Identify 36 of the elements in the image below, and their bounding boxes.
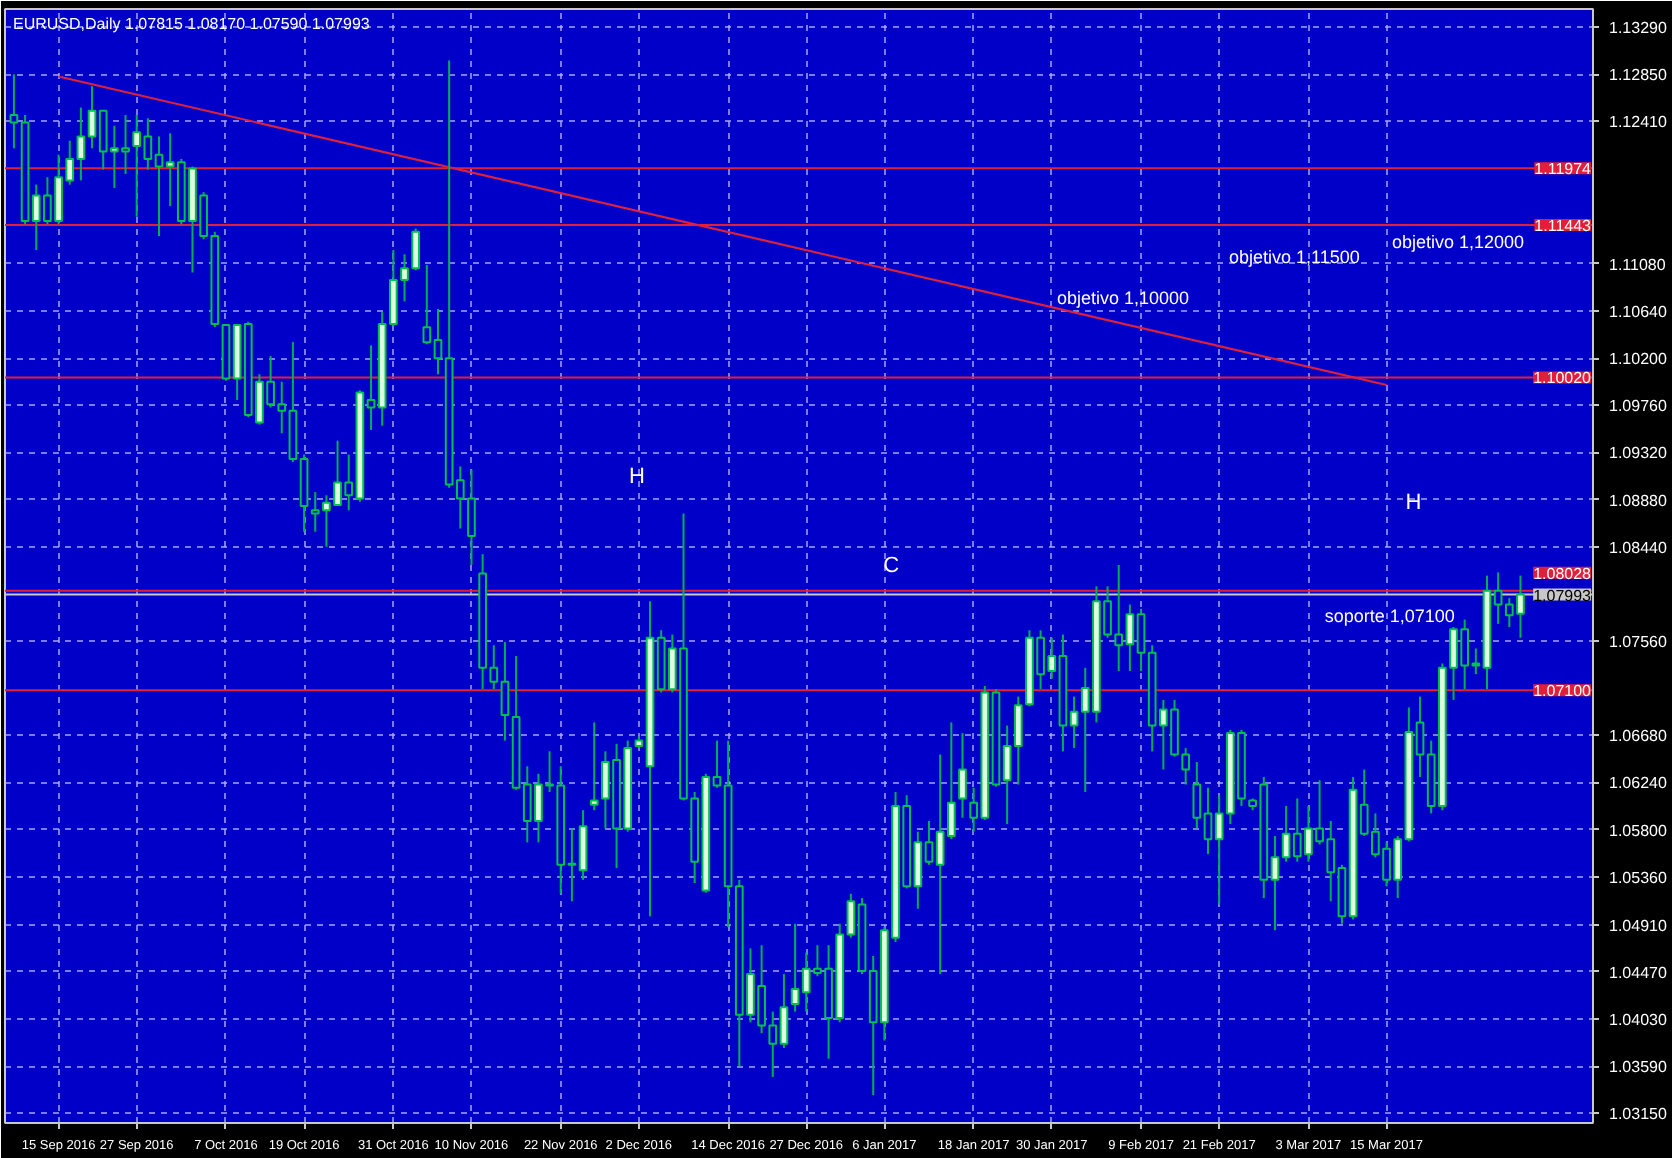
y-tick-label: 1.05360 [1609, 868, 1668, 887]
y-tick-label: 1.09320 [1609, 444, 1668, 463]
y-tick-label: 1.04030 [1609, 1011, 1668, 1030]
y-tick-label: 1.10200 [1609, 350, 1668, 369]
candlestick [589, 721, 599, 812]
y-tick-label: 1.13290 [1609, 19, 1668, 38]
y-tick-label: 1.11080 [1609, 255, 1667, 274]
annotation: H [1405, 490, 1422, 515]
y-tick-label: 1.04910 [1609, 916, 1668, 935]
ref-line-label: 1.10020 [1533, 369, 1593, 388]
annotation: C [883, 554, 900, 578]
y-tick-label: 1.10640 [1609, 303, 1668, 322]
y-tick-label: 1.08880 [1609, 491, 1668, 510]
y-tick-label: 1.06240 [1609, 774, 1668, 793]
chart-title: EURUSD,Daily 1.07815 1.08170 1.07590 1.07993 [13, 15, 371, 33]
ref-line-label: 1.07993 [1533, 586, 1593, 605]
y-tick-label: 1.08440 [1609, 538, 1668, 557]
y-tick-label: 1.04470 [1609, 963, 1668, 982]
annotation: objetivo 1,11500 [1229, 247, 1360, 268]
y-tick-label: 1.06680 [1609, 727, 1668, 746]
y-tick-label: 1.07560 [1609, 632, 1668, 651]
annotation: H [629, 464, 646, 489]
annotation: soporte 1,07100 [1324, 606, 1455, 627]
y-tick-label: 1.03590 [1609, 1058, 1668, 1077]
ref-line-label: 1.07100 [1533, 682, 1593, 701]
y-tick-label: 1.12850 [1609, 66, 1668, 85]
annotation: objetivo 1,12000 [1391, 231, 1525, 252]
ref-line-label: 1.08028 [1533, 564, 1593, 583]
ref-line-label: 1.11974 [1534, 160, 1593, 179]
candlestick [958, 732, 967, 819]
y-tick-label: 1.12410 [1609, 113, 1668, 132]
ref-line-label: 1.11443 [1534, 217, 1593, 236]
y-tick-label: 1.05800 [1609, 821, 1668, 840]
y-tick-label: 1.03150 [1609, 1105, 1668, 1124]
y-tick-label: 1.09760 [1609, 397, 1668, 416]
annotation: objetivo 1,10000 [1056, 287, 1190, 308]
